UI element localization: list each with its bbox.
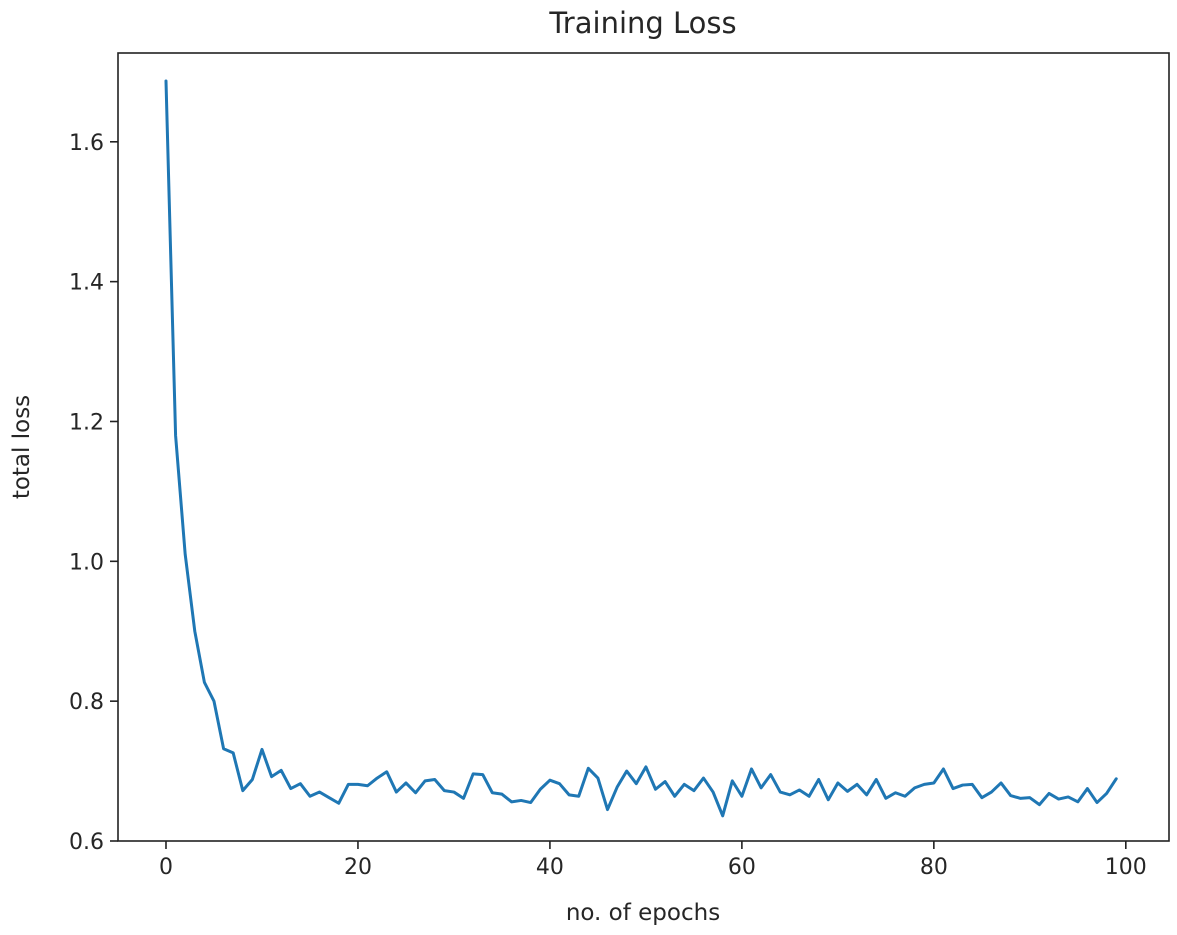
y-tick-label: 1.4 — [69, 271, 104, 296]
x-tick-label: 20 — [344, 855, 372, 880]
y-tick-label: 1.0 — [69, 550, 104, 575]
x-tick-label: 0 — [159, 855, 173, 880]
x-tick-label: 100 — [1105, 855, 1147, 880]
x-axis-label: no. of epochs — [566, 900, 720, 926]
chart-title: Training Loss — [548, 6, 736, 40]
x-tick-label: 60 — [728, 855, 756, 880]
y-tick-label: 0.8 — [69, 690, 104, 715]
x-tick-label: 40 — [536, 855, 564, 880]
x-tick-label: 80 — [920, 855, 948, 880]
y-tick-label: 1.2 — [69, 410, 104, 435]
loss-series-line — [164, 79, 1118, 818]
plot-frame — [117, 52, 1170, 842]
y-tick-label: 0.6 — [69, 830, 104, 855]
y-tick-label: 1.6 — [69, 131, 104, 156]
y-axis: 0.6 0.8 1.0 1.2 1.4 1.6 — [69, 131, 118, 855]
y-axis-label: total loss — [9, 395, 35, 499]
x-axis: 0 20 40 60 80 100 — [159, 841, 1147, 880]
